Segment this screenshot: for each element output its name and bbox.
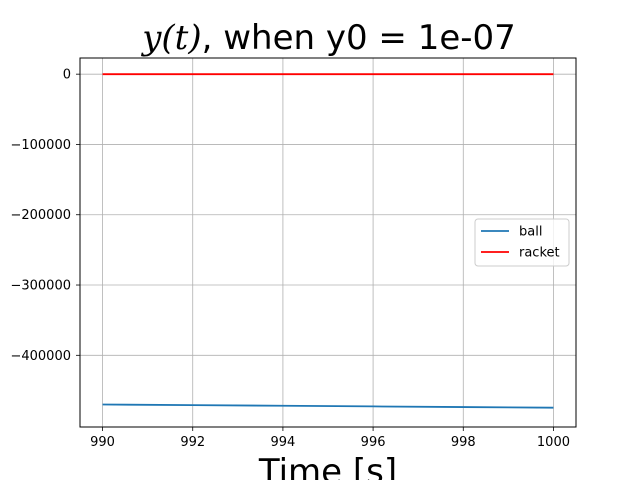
- y-tick-label: −300000: [10, 279, 71, 294]
- x-tick-label: 990: [90, 435, 115, 450]
- legend-label-racket: racket: [519, 246, 560, 261]
- x-tick-label: 998: [451, 435, 476, 450]
- chart-title: y(t), when y0 = 1e-07: [140, 18, 516, 58]
- legend: ball racket: [474, 218, 570, 267]
- y-tick-label: −100000: [10, 138, 71, 153]
- axis-ticks: 990 992 994 996 998 1000 0 −100000 −200000 −30000…: [10, 68, 570, 450]
- y-tick-label: −400000: [10, 349, 71, 364]
- x-tick-label: 992: [180, 435, 205, 450]
- x-axis-label: Time [s]: [258, 452, 397, 480]
- legend-label-ball: ball: [519, 225, 542, 240]
- series-line-ball: [102, 403, 554, 409]
- grid: [80, 58, 576, 427]
- y-tick-label: −200000: [10, 208, 71, 223]
- series-lines: [102, 73, 554, 409]
- plot-area-frame: [79, 57, 577, 428]
- x-tick-label: 994: [270, 435, 295, 450]
- x-tick-label: 996: [361, 435, 386, 450]
- x-tick-label: 1000: [537, 435, 570, 450]
- y-tick-label: 0: [63, 68, 71, 83]
